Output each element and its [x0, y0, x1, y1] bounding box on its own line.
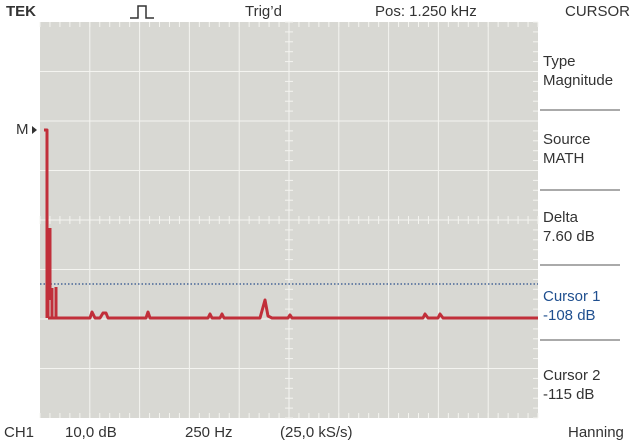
- menu-label: Cursor 2: [543, 367, 601, 384]
- menu-value: -108 dB: [543, 307, 596, 324]
- menu-value: 7.60 dB: [543, 228, 595, 245]
- grid: [39, 21, 539, 419]
- brand: TEK: [6, 3, 36, 20]
- menu-value: MATH: [543, 150, 584, 167]
- channel: CH1: [4, 424, 34, 441]
- side-menu: Type Magnitude Source MATH Delta 7.60 dB Curso…: [540, 53, 620, 403]
- position: Pos: 1.250 kHz: [375, 3, 477, 20]
- window-function: Hanning: [568, 424, 624, 441]
- menu-label: Source: [543, 131, 591, 148]
- trigger-status: Trig’d: [245, 3, 282, 20]
- math-marker: M: [16, 121, 29, 138]
- menu-value: -115 dB: [543, 386, 594, 403]
- vertical-scale: 10,0 dB: [65, 424, 117, 441]
- menu-value: Magnitude: [543, 72, 613, 89]
- frequency-scale: 250 Hz: [185, 424, 233, 441]
- marker-arrow: [32, 126, 37, 134]
- sample-rate: (25,0 kS/s): [280, 424, 353, 441]
- menu-title: CURSOR: [565, 3, 630, 20]
- menu-label: Delta: [543, 209, 579, 226]
- menu-label: Type: [543, 53, 576, 70]
- spectrum-trace: [44, 128, 538, 320]
- menu-label: Cursor 1: [543, 288, 601, 305]
- trigger-icon: [130, 5, 154, 19]
